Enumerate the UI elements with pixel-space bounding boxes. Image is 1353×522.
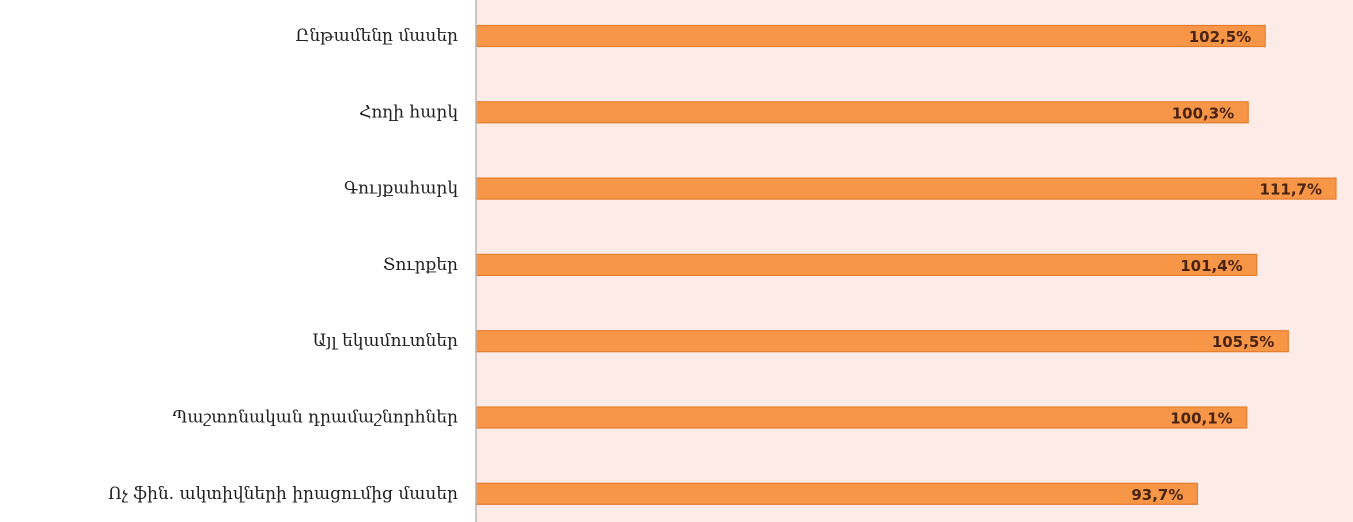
category-labels-group: Ընթամենը մասեր Հողի հարկ Գույքահարկ Տուրքեր… bbox=[108, 26, 458, 504]
category-label-1: Հողի հարկ bbox=[359, 102, 458, 122]
category-label-2: Գույքահարկ bbox=[344, 179, 458, 199]
value-label-0: 102,5% bbox=[1189, 28, 1251, 46]
category-label-4: Այլ եկամուտներ bbox=[312, 331, 458, 351]
value-label-4: 105,5% bbox=[1212, 333, 1274, 351]
category-label-6: Ոչ ֆին. ակտիվների իրացումից մասեր bbox=[108, 484, 458, 504]
value-label-3: 101,4% bbox=[1180, 257, 1242, 275]
bar-6 bbox=[475, 482, 1199, 505]
category-label-5: Պաշտոնական դրամաշնորհներ bbox=[173, 408, 459, 428]
value-label-1: 100,3% bbox=[1172, 104, 1234, 122]
bar-4 bbox=[475, 330, 1289, 353]
category-label-3: Տուրքեր bbox=[383, 255, 458, 275]
value-label-6: 93,7% bbox=[1131, 486, 1183, 504]
bar-5 bbox=[475, 406, 1248, 429]
bar-0 bbox=[475, 24, 1266, 48]
value-labels-group: 102,5% 100,3% 111,7% 101,4% 105,5% 100,1% 93,7… bbox=[1131, 28, 1322, 504]
value-label-2: 111,7% bbox=[1260, 181, 1322, 199]
bar-1 bbox=[475, 101, 1249, 124]
bar-2 bbox=[475, 177, 1337, 200]
value-label-5: 100,1% bbox=[1170, 410, 1232, 428]
bar-3 bbox=[475, 253, 1258, 276]
category-label-0: Ընթամենը մասեր bbox=[296, 26, 459, 46]
